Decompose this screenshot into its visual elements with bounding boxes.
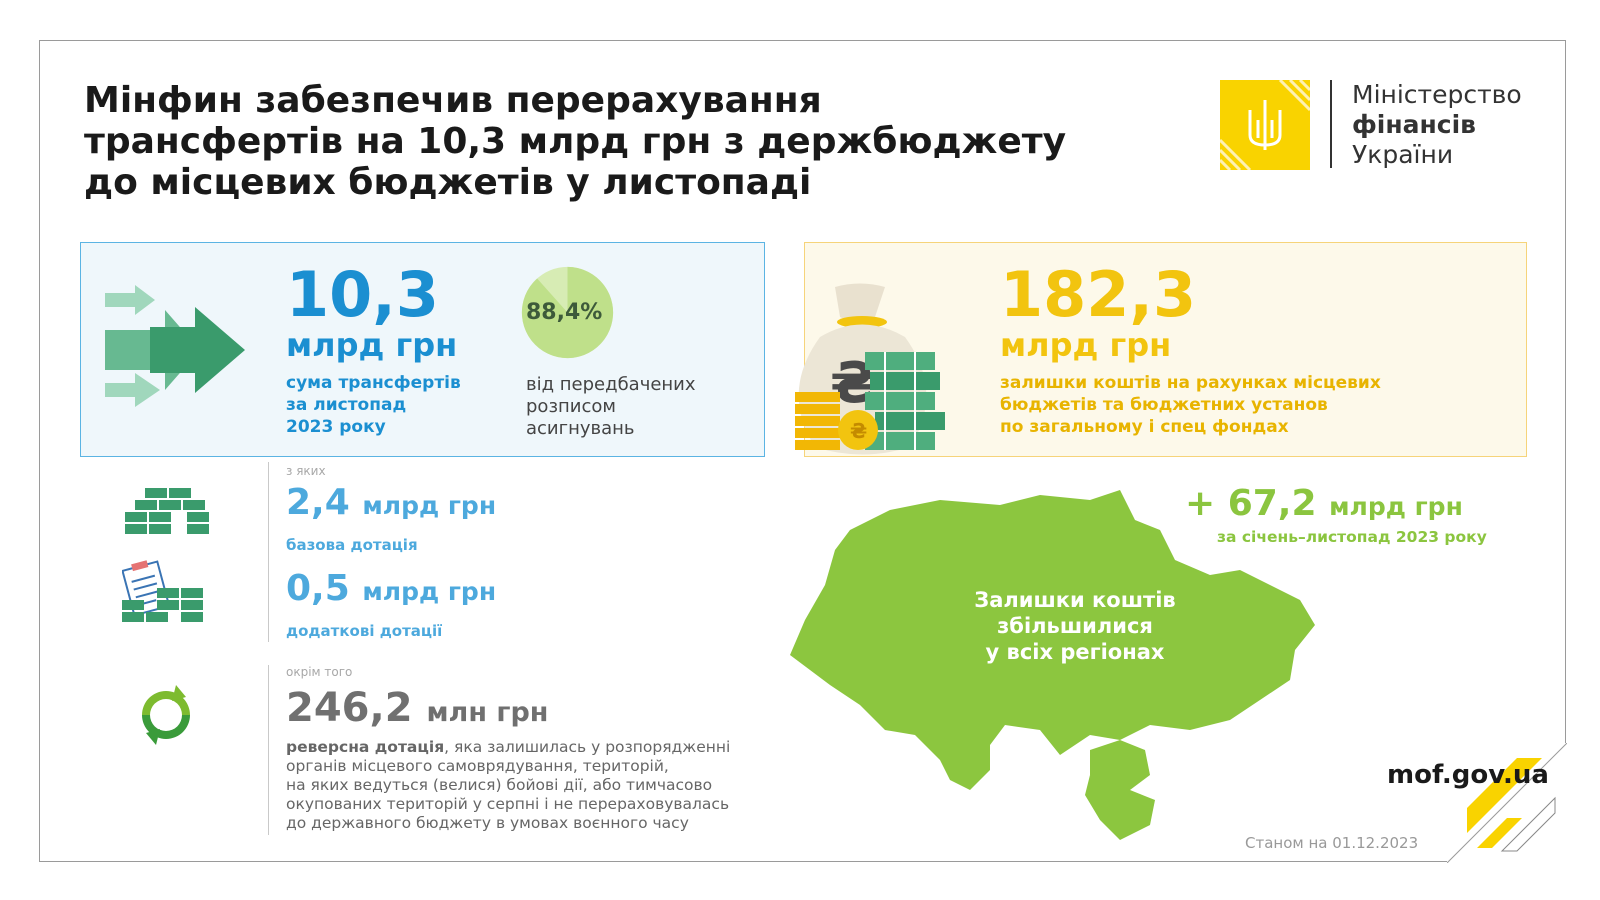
transfers-unit: млрд грн bbox=[286, 326, 458, 364]
map-caption: Залишки коштів збільшилися у всіх регіон… bbox=[974, 588, 1176, 664]
transfers-amount: 10,3 bbox=[286, 258, 439, 331]
balance-increase-period: за січень–листопад 2023 року bbox=[1217, 528, 1487, 546]
money-bag-icon: ₴ ₴ bbox=[795, 283, 945, 455]
balances-amount: 182,3 bbox=[1000, 258, 1197, 331]
trident-emblem-icon bbox=[1220, 80, 1310, 170]
base-subsidy-amount: 2,4 млрд грн bbox=[286, 482, 497, 523]
logo-divider bbox=[1330, 80, 1332, 168]
website-link[interactable]: mof.gov.ua bbox=[1387, 760, 1549, 790]
base-subsidy-label: базова дотація bbox=[286, 536, 418, 554]
recycle-arrows-icon bbox=[142, 685, 190, 745]
ukraine-map bbox=[790, 490, 1315, 840]
additional-subsidy-label: додаткові дотації bbox=[286, 622, 443, 640]
percent-label: 88,4% bbox=[526, 300, 603, 325]
transfer-arrows-icon bbox=[105, 285, 245, 407]
besides-label: окрім того bbox=[286, 665, 353, 679]
ministry-name: Міністерство фінансів України bbox=[1352, 80, 1522, 169]
balance-increase-amount: + 67,2 млрд грн bbox=[1185, 483, 1463, 524]
reverse-subsidy-description: реверсна дотація, яка залишилась у розпо… bbox=[286, 738, 731, 832]
svg-text:₴: ₴ bbox=[850, 419, 867, 443]
percent-description: від передбачених розписом асигнувань bbox=[526, 374, 696, 439]
of-which-label: з яких bbox=[286, 464, 326, 478]
divider-line bbox=[268, 462, 269, 642]
infographic-frame bbox=[39, 40, 1566, 862]
balances-unit: млрд грн bbox=[1000, 326, 1172, 364]
page-title: Мінфин забезпечив перерахування трансфер… bbox=[84, 80, 1067, 203]
clipboard-money-icon bbox=[122, 560, 203, 622]
transfers-description: сума трансфертів за листопад 2023 року bbox=[286, 373, 461, 437]
reverse-subsidy-amount: 246,2 млн грн bbox=[286, 685, 549, 731]
pie-slice-filled bbox=[521, 266, 614, 359]
corner-decoration bbox=[1447, 743, 1567, 863]
divider-line bbox=[268, 665, 269, 835]
additional-subsidy-amount: 0,5 млрд грн bbox=[286, 568, 497, 609]
as-of-date: Станом на 01.12.2023 bbox=[1245, 834, 1419, 852]
balances-description: залишки коштів на рахунках місцевих бюдж… bbox=[1000, 373, 1381, 437]
percent-pie-chart bbox=[521, 266, 614, 359]
money-stack-icon bbox=[125, 488, 209, 534]
